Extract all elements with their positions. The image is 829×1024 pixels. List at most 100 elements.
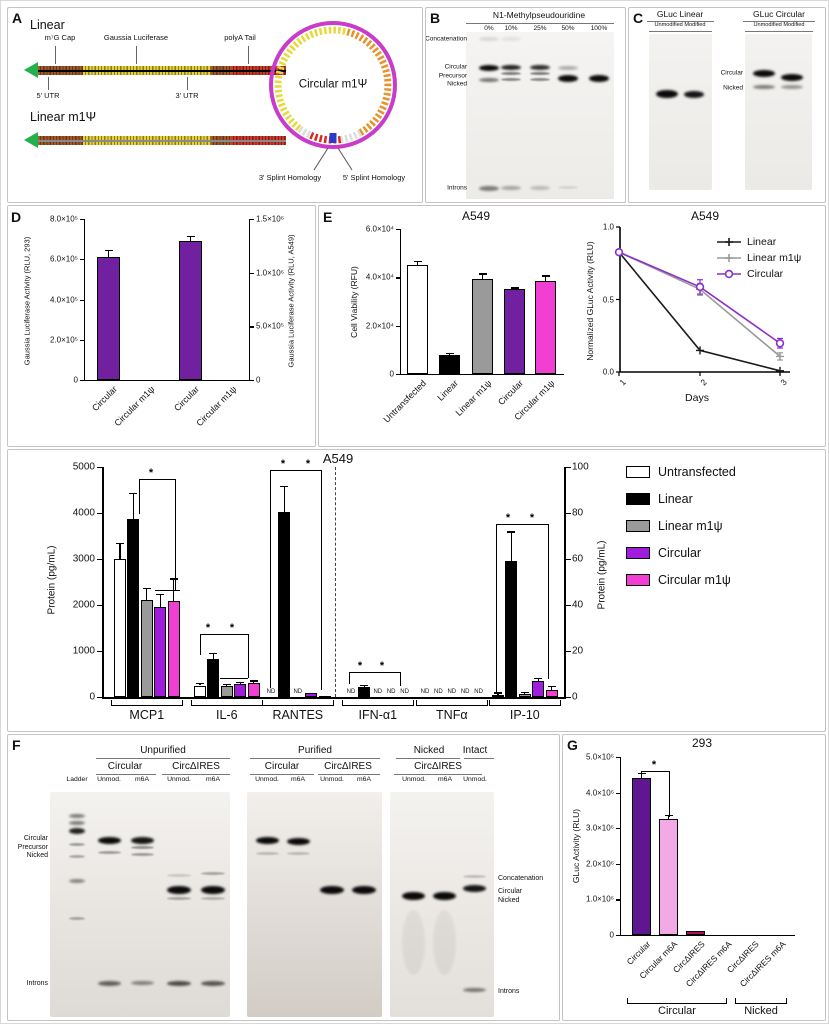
chart-bar bbox=[545, 690, 558, 697]
line bbox=[175, 479, 177, 590]
y-tick-label: 0.5 bbox=[602, 294, 614, 304]
line bbox=[641, 771, 669, 773]
linear-m1psi-title: Linear m1Ψ bbox=[30, 110, 97, 124]
gel-band bbox=[753, 70, 775, 77]
significance-star: * bbox=[205, 622, 211, 634]
line bbox=[496, 524, 498, 693]
panel-c-gel: C GLuc Linear GLuc Circular Unmodified Mod… bbox=[628, 7, 826, 203]
line bbox=[396, 325, 400, 327]
series-line bbox=[618, 251, 781, 344]
gel-band bbox=[479, 37, 499, 41]
line bbox=[481, 273, 484, 279]
chart-bar bbox=[492, 694, 504, 697]
chart-bar bbox=[234, 683, 247, 697]
gel-row-label: Circular bbox=[444, 63, 467, 71]
line bbox=[146, 587, 148, 601]
line bbox=[413, 260, 422, 263]
line bbox=[400, 672, 402, 686]
utr5-label: 5' UTR bbox=[36, 91, 60, 100]
legend-label: Circular bbox=[658, 545, 702, 560]
gel-band bbox=[433, 892, 456, 900]
line bbox=[196, 682, 204, 684]
lane-label: m6A bbox=[438, 776, 452, 783]
line bbox=[97, 467, 102, 469]
line bbox=[84, 380, 251, 382]
gel-title: GLuc Circular bbox=[753, 9, 805, 19]
panel-letter: E bbox=[323, 209, 333, 225]
line bbox=[520, 691, 529, 693]
gel-group-header: Nicked bbox=[413, 745, 445, 756]
y-tick-label: 2.0×10⁵ bbox=[49, 335, 78, 345]
line bbox=[80, 259, 84, 261]
significance-star: * bbox=[529, 512, 535, 524]
gel-sub-header: Circular bbox=[107, 761, 143, 772]
gel-band bbox=[558, 75, 578, 82]
y-tick-label: 4000 bbox=[72, 507, 95, 519]
y-axis-title: Protein (pg/mL) bbox=[46, 545, 58, 615]
chart-bar bbox=[439, 354, 460, 374]
header-underline bbox=[396, 758, 460, 759]
gel-band bbox=[463, 885, 486, 892]
y-axis-title: Gaussia Luciferase Activity (RLU, 293) bbox=[22, 236, 32, 366]
y-tick-label: 6.0×10⁵ bbox=[49, 254, 78, 264]
cytokine-panel: 0 1000 2000 3000 4000 5000 0 20 40 60 80 100 A549 Pro… bbox=[7, 449, 826, 732]
line bbox=[616, 863, 620, 865]
line bbox=[616, 935, 620, 937]
gel-band bbox=[167, 874, 191, 877]
line bbox=[156, 593, 165, 595]
gel-row-label: Introns bbox=[447, 184, 467, 192]
chart-bar bbox=[504, 289, 525, 374]
line bbox=[510, 531, 512, 562]
group-label: IP-10 bbox=[509, 708, 540, 722]
line bbox=[80, 380, 84, 382]
y-tick-label: 4.0×10⁶ bbox=[586, 788, 614, 797]
cap-arrow-icon bbox=[24, 62, 38, 78]
backbone-line bbox=[38, 69, 286, 72]
line bbox=[551, 685, 553, 691]
gel-row-label: Nicked bbox=[723, 84, 743, 92]
cap-label: m⁷G Cap bbox=[44, 33, 76, 42]
group-label: MCP1 bbox=[129, 708, 165, 722]
header-underline bbox=[250, 758, 380, 759]
nd-label: ND bbox=[474, 689, 483, 695]
gel-group-header: Unpurified bbox=[140, 745, 186, 756]
line bbox=[445, 352, 454, 354]
gel-band bbox=[131, 846, 154, 849]
header-underline bbox=[162, 773, 230, 775]
gel-image bbox=[466, 32, 614, 199]
gel-band bbox=[167, 897, 191, 900]
line bbox=[200, 634, 248, 636]
line bbox=[80, 339, 84, 341]
lane-label: 100% bbox=[590, 24, 608, 32]
line bbox=[616, 828, 620, 830]
lane-label: m6A bbox=[135, 776, 149, 783]
lane-label: Unmodified Modified bbox=[654, 22, 706, 28]
line bbox=[80, 299, 84, 301]
gel-title: GLuc Linear bbox=[656, 9, 704, 19]
lane-label: 0% bbox=[484, 24, 494, 32]
line bbox=[565, 467, 571, 469]
gel-band bbox=[479, 78, 499, 82]
line bbox=[200, 634, 202, 655]
gel-row-label: Introns bbox=[26, 979, 48, 987]
gel-band bbox=[753, 85, 775, 89]
chart-bar bbox=[127, 518, 140, 697]
y-axis-title: Gaussia Luciferase Activity (RLU, A549) bbox=[286, 234, 296, 368]
line bbox=[565, 559, 571, 561]
line bbox=[544, 275, 547, 281]
line bbox=[169, 578, 178, 580]
line bbox=[360, 684, 369, 686]
lane-label: m6A bbox=[357, 776, 371, 783]
chart-title: A549 bbox=[322, 451, 354, 466]
gel-band bbox=[501, 78, 521, 81]
gel-row-label: Introns bbox=[498, 987, 520, 995]
line bbox=[564, 467, 566, 699]
callout-line bbox=[248, 46, 249, 64]
gel-band bbox=[201, 872, 225, 875]
line-chart-svg bbox=[614, 226, 790, 376]
gel-band bbox=[402, 892, 425, 900]
gel-row-label: Concatenation bbox=[498, 874, 544, 882]
utr3-label: 3' UTR bbox=[175, 91, 199, 100]
lane-label: Unmod. bbox=[402, 776, 426, 783]
